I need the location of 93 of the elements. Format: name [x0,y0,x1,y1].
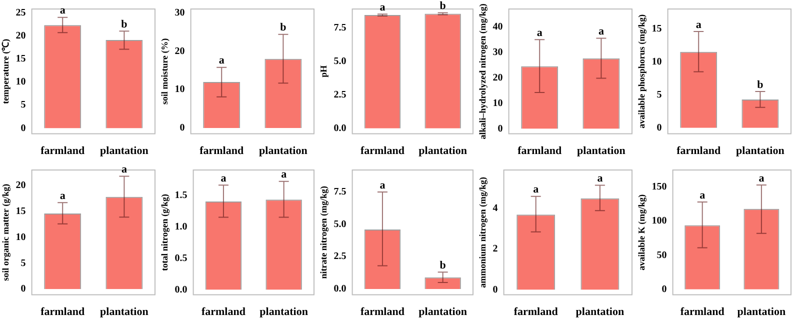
x-tick-label: plantation [100,145,148,158]
y-tick-label: 20 [492,72,503,84]
y-tick-label: 0 [492,284,498,296]
x-tick-label: plantation [736,145,784,158]
y-tick-label: 50 [656,250,667,261]
y-tick-label: 0.0 [174,284,188,296]
y-tick-label: 0 [662,284,667,295]
annotation: b [440,0,446,12]
y-tick-label: 5 [20,100,26,111]
y-tick-label: 40 [492,21,503,32]
x-tick-label: plantation [737,306,786,318]
y-tick-label: 10 [16,232,26,243]
x-tick-label: farmland [40,306,85,318]
y-tick-label: 2 [492,244,498,255]
x-tick-label: farmland [200,145,244,158]
annotation: a [597,172,604,185]
y-axis-title: nitrate nitrogen (mg/kg) [318,186,329,279]
y-tick-label: 5 [20,258,26,269]
annotation: a [220,172,227,184]
annotation: b [757,78,764,91]
y-tick-label: 10 [652,56,662,68]
y-tick-label: 10 [174,84,185,96]
x-tick-label: plantation [259,145,308,158]
y-tick-label: 100 [652,216,667,227]
y-axis-title: temperature (℃) [0,38,11,104]
y-tick-label: 20 [174,46,185,57]
x-tick-label: farmland [518,145,562,158]
annotation: a [218,54,225,67]
y-tick-label: 0.0 [334,284,346,295]
y-tick-label: 0 [498,123,503,134]
y-tick-label: 150 [652,182,667,193]
y-tick-label: 0 [20,284,26,295]
x-tick-label: farmland [360,306,404,318]
x-tick-label: farmland [360,145,404,158]
x-tick-label: farmland [201,306,246,318]
y-axis-title: ammonium nitrogen (mg/kg) [478,176,488,288]
y-tick-label: 1.0 [174,221,188,232]
x-tick-label: farmland [40,145,85,158]
y-tick-label: 5 [656,89,662,100]
annotation: a [121,164,128,176]
y-tick-label: 0.5 [174,252,188,264]
y-tick-label: 4 [492,203,498,214]
x-tick-label: plantation [577,145,626,158]
annotation: a [758,172,765,184]
y-axis-title: available K (mg/kg) [636,194,647,270]
annotation: a [536,26,543,39]
y-tick-label: 15 [652,23,662,34]
y-tick-label: 7.5 [334,22,346,34]
x-tick-label: plantation [418,145,467,158]
annotation: b [121,18,128,31]
x-tick-label: farmland [676,145,721,158]
y-tick-label: 0 [656,122,662,134]
y-tick-label: 0 [180,122,185,134]
annotation: a [700,189,706,202]
x-tick-label: plantation [418,306,467,318]
y-tick-label: 5.0 [334,218,346,230]
x-tick-label: plantation [100,306,148,318]
x-tick-label: farmland [514,306,558,318]
annotation: a [380,1,386,14]
y-tick-label: 15 [16,206,26,218]
y-tick-label: 15 [16,54,26,64]
annotation: a [281,168,288,181]
annotation: a [60,4,66,17]
y-axis-title: soil organic matter (g/kg) [0,184,11,281]
y-axis-title: total nitrogen (g/kg) [160,194,170,271]
annotation: a [60,190,66,202]
annotation: b [440,260,446,272]
annotation: a [533,184,540,196]
y-tick-label: 10 [492,98,503,109]
annotation: a [380,179,386,192]
y-tick-label: 20 [16,30,26,42]
y-tick-label: 7.5 [334,186,346,198]
y-axis-title: soil moisture (%) [160,38,170,105]
annotation: a [598,26,604,38]
y-tick-label: 2.5 [334,89,346,100]
y-tick-label: 1.5 [174,190,188,201]
y-tick-label: 2.5 [334,251,346,262]
x-tick-label: plantation [576,306,624,318]
annotation: b [280,22,286,34]
x-tick-label: plantation [260,306,308,318]
y-tick-label: 25 [16,7,26,18]
y-axis-title: alkali–hydrolyzed nitrogen (mg/kg) [478,4,488,140]
x-tick-label: farmland [680,306,724,318]
y-tick-label: 10 [16,76,26,88]
y-tick-label: 20 [16,180,26,192]
y-tick-label: 5.0 [334,56,346,67]
y-axis-title: available phosphorus (mg/kg) [636,14,647,128]
y-tick-label: 30 [492,46,503,58]
y-tick-label: 30 [174,7,185,18]
y-axis-title: pH [318,65,329,78]
y-tick-label: 0.0 [334,123,346,134]
annotation: a [696,18,702,31]
y-tick-label: 0 [20,122,26,134]
